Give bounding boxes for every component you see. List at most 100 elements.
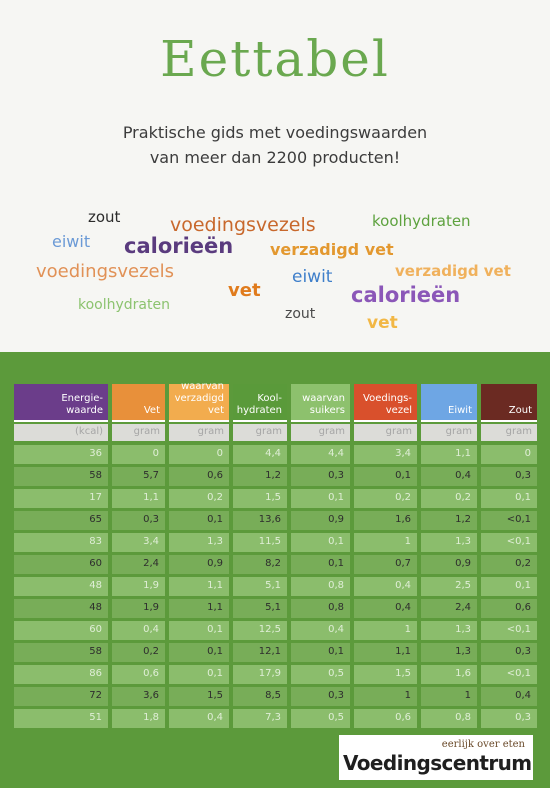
- column-header-line: Voedings-: [363, 393, 412, 404]
- table-cell: 3,4: [354, 445, 417, 464]
- table-cell: 0,6: [354, 709, 417, 728]
- table-cell: 86: [14, 665, 108, 684]
- table-cell: 48: [14, 577, 108, 596]
- table-row: 36 0 0 4,4 4,4 3,4 1,1 0: [14, 445, 537, 464]
- column-header-line: waarde: [66, 405, 103, 416]
- table-cell: 0,1: [354, 467, 417, 486]
- table-cell: 0,6: [169, 467, 229, 486]
- column-header-line: hydraten: [236, 405, 282, 416]
- table-cell: 0,6: [112, 665, 165, 684]
- table-cell: 5,7: [112, 467, 165, 486]
- table-cell: 0: [112, 445, 165, 464]
- table-cell: 36: [14, 445, 108, 464]
- table-cell: 1: [354, 533, 417, 552]
- column-header-line: Vet: [143, 405, 160, 416]
- table-cell: 7,3: [233, 709, 287, 728]
- table-cell: 0,4: [169, 709, 229, 728]
- table-cell: 1,1: [354, 643, 417, 662]
- table-cell: 3,6: [112, 687, 165, 706]
- cloud-word: zout: [285, 306, 316, 322]
- table-cell: 2,4: [112, 555, 165, 574]
- table-cell: 0,2: [421, 489, 477, 508]
- table-cell: 1,3: [421, 533, 477, 552]
- table-cell: 0,1: [291, 555, 350, 574]
- table-cell: 0,4: [354, 577, 417, 596]
- table-cell: 0,4: [421, 467, 477, 486]
- brand-name: Voedingscentrum: [343, 751, 532, 775]
- table-cell: 13,6: [233, 511, 287, 530]
- table-cell: 0,4: [112, 621, 165, 640]
- table-cell: 3,4: [112, 533, 165, 552]
- table-cell: 1,9: [112, 577, 165, 596]
- table-cell: 0,1: [291, 643, 350, 662]
- cloud-word: verzadigd vet: [270, 240, 394, 259]
- table-cell: 0,4: [291, 621, 350, 640]
- table-cell: 0,3: [112, 511, 165, 530]
- table-cell: 1: [421, 687, 477, 706]
- column-header: Vet: [112, 384, 165, 422]
- cloud-word: vet: [367, 313, 398, 333]
- book-subtitle: Praktische gids met voedingswaarden van …: [0, 120, 550, 170]
- cloud-word: vet: [228, 280, 261, 301]
- table-cell: 60: [14, 621, 108, 640]
- table-cell: 0,3: [481, 643, 537, 662]
- table-row: 83 3,4 1,3 11,5 0,1 1 1,3 <0,1: [14, 533, 537, 552]
- table-cell: 0,1: [169, 665, 229, 684]
- table-cell: 0,5: [291, 665, 350, 684]
- column-header: waarvan suikers: [291, 384, 350, 422]
- table-cell: 2,4: [421, 599, 477, 618]
- cloud-word: eiwit: [52, 232, 91, 251]
- table-cell: 1,3: [421, 643, 477, 662]
- book-title: Eettabel: [160, 30, 390, 88]
- table-cell: 1: [354, 621, 417, 640]
- table-cell: 1,3: [169, 533, 229, 552]
- column-unit: gram: [421, 424, 477, 441]
- table-cell: 4,4: [233, 445, 287, 464]
- cloud-word: verzadigd vet: [395, 262, 511, 280]
- table-cell: 1,6: [354, 511, 417, 530]
- table-cell: 1,2: [233, 467, 287, 486]
- table-cell: 0,3: [291, 687, 350, 706]
- table-cell: 1,1: [169, 577, 229, 596]
- table-cell: 0,4: [354, 599, 417, 618]
- table-cell: 0,3: [481, 709, 537, 728]
- table-row: 60 2,4 0,9 8,2 0,1 0,7 0,9 0,2: [14, 555, 537, 574]
- table-cell: 60: [14, 555, 108, 574]
- table-cell: 0,3: [291, 467, 350, 486]
- table-row: 65 0,3 0,1 13,6 0,9 1,6 1,2 <0,1: [14, 511, 537, 530]
- table-cell: 11,5: [233, 533, 287, 552]
- table-cell: 1,5: [354, 665, 417, 684]
- table-cell: 0,3: [481, 467, 537, 486]
- table-cell: 1,6: [421, 665, 477, 684]
- table-cell: 0,6: [481, 599, 537, 618]
- cloud-word: calorieën: [124, 234, 234, 258]
- column-header-line: vezel: [385, 405, 412, 416]
- column-unit: gram: [169, 424, 229, 441]
- table-cell: 0,1: [481, 489, 537, 508]
- column-unit: gram: [481, 424, 537, 441]
- table-cell: <0,1: [481, 533, 537, 552]
- table-cell: 0,1: [291, 489, 350, 508]
- cloud-word: eiwit: [292, 267, 333, 287]
- table-cell: 58: [14, 643, 108, 662]
- table-row: 86 0,6 0,1 17,9 0,5 1,5 1,6 <0,1: [14, 665, 537, 684]
- table-cell: 0,1: [291, 533, 350, 552]
- column-header-line: Zout: [508, 405, 532, 416]
- table-cell: 1,2: [421, 511, 477, 530]
- table-cell: 12,1: [233, 643, 287, 662]
- column-header: Zout: [481, 384, 537, 422]
- table-cell: 5,1: [233, 577, 287, 596]
- table-cell: 0,2: [354, 489, 417, 508]
- voedingscentrum-logo: eerlijk over eten Voedingscentrum: [339, 735, 533, 780]
- table-cell: 8,2: [233, 555, 287, 574]
- table-cell: 12,5: [233, 621, 287, 640]
- table-cell: 83: [14, 533, 108, 552]
- column-header-line: suikers: [309, 405, 345, 416]
- table-cell: 65: [14, 511, 108, 530]
- table-cell: 0,8: [421, 709, 477, 728]
- table-cell: 48: [14, 599, 108, 618]
- table-cell: <0,1: [481, 511, 537, 530]
- table-cell: 1,3: [421, 621, 477, 640]
- table-row: 17 1,1 0,2 1,5 0,1 0,2 0,2 0,1: [14, 489, 537, 508]
- table-cell: 0,9: [291, 511, 350, 530]
